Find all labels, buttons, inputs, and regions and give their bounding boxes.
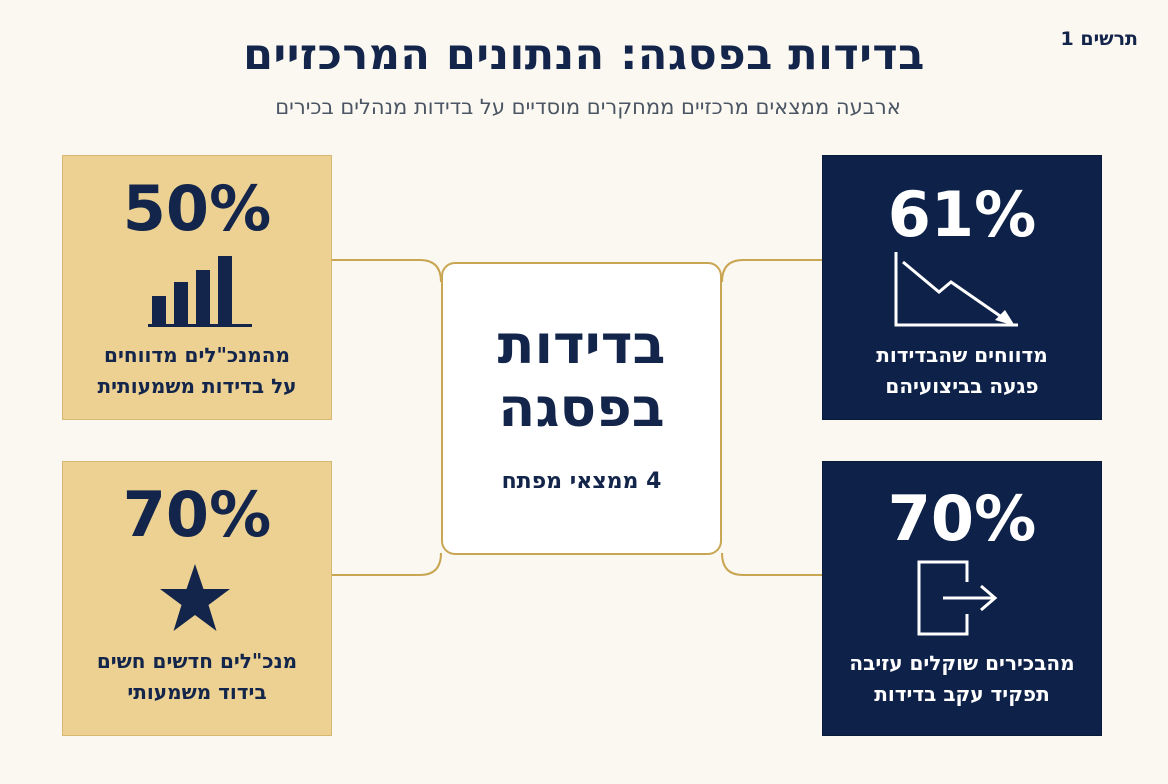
stat-percent: 70% bbox=[887, 482, 1037, 555]
center-card: בדידות בפסגה 4 ממצאי מפתח bbox=[441, 262, 722, 555]
star-icon bbox=[160, 564, 230, 631]
page-subtitle: ארבעה ממצאים מרכזיים ממחקרים מוסדיים על … bbox=[275, 95, 901, 119]
caption-line-1: מהבכירים שוקלים עזיבה bbox=[849, 651, 1075, 675]
stat-percent: 61% bbox=[887, 178, 1037, 251]
exit-door-icon bbox=[917, 560, 998, 636]
stat-caption: מדווחים שהבדידות פגעה בביצועיהם bbox=[823, 340, 1101, 402]
caption-line-1: מהמנכ"לים מדווחים bbox=[104, 343, 290, 367]
center-title-line-1: בדידות bbox=[497, 313, 666, 376]
stat-caption: מנכ"לים חדשים חשים בידוד משמעותי bbox=[63, 646, 331, 708]
connector-top-left bbox=[332, 259, 442, 283]
caption-line-2: על בדידות משמעותית bbox=[97, 374, 297, 398]
stat-percent: 70% bbox=[122, 478, 272, 551]
stat-caption: מהבכירים שוקלים עזיבה תפקיד עקב בדידות bbox=[823, 648, 1101, 710]
stat-card-bottom-right: 70% מהבכירים שוקלים עזיבה תפקיד עקב בדיד… bbox=[822, 461, 1102, 736]
stat-percent: 50% bbox=[122, 172, 272, 245]
center-title-line-2: בפסגה bbox=[498, 375, 665, 439]
stat-caption: מהמנכ"לים מדווחים על בדידות משמעותית bbox=[63, 340, 331, 402]
caption-line-1: מנכ"לים חדשים חשים bbox=[96, 649, 298, 673]
stat-card-top-left: 50% מהמנכ"לים מדווחים על בדידות משמעותית bbox=[62, 155, 332, 420]
caption-line-1: מדווחים שהבדידות bbox=[876, 343, 1048, 367]
connector-top-right bbox=[721, 259, 822, 283]
declining-trend-icon bbox=[894, 252, 1018, 327]
caption-line-2: בידוד משמעותי bbox=[127, 680, 267, 704]
caption-line-2: פגעה בביצועיהם bbox=[885, 374, 1039, 398]
center-subtitle: 4 ממצאי מפתח bbox=[501, 469, 662, 494]
bar-chart-icon bbox=[148, 256, 252, 327]
figure-label: תרשים 1 bbox=[1060, 28, 1139, 50]
stat-card-bottom-left: 70% מנכ"לים חדשים חשים בידוד משמעותי bbox=[62, 461, 332, 736]
connector-bottom-left bbox=[332, 552, 442, 576]
stat-card-top-right: 61% מדווחים שהבדידות פגעה בביצועיהם bbox=[822, 155, 1102, 420]
page-title: בדידות בפסגה: הנתונים המרכזיים bbox=[243, 30, 925, 80]
center-title: בדידות בפסגה bbox=[443, 313, 720, 439]
connector-bottom-right bbox=[721, 552, 822, 576]
caption-line-2: תפקיד עקב בדידות bbox=[874, 682, 1050, 706]
